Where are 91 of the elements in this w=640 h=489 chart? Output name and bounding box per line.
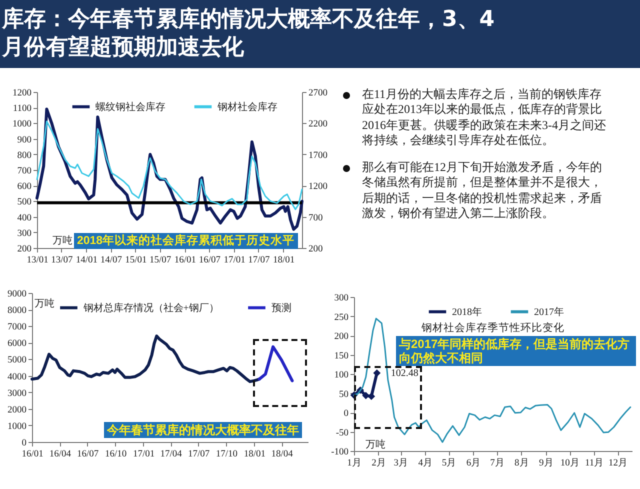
x-tick-label: 17/07 bbox=[188, 450, 210, 460]
x-tick-label: 16/10 bbox=[104, 450, 127, 460]
y-tick-label: 700 bbox=[17, 166, 32, 176]
text: 钢材社会库存季节性环比变化 bbox=[422, 323, 564, 335]
x-tick-label: 6月 bbox=[466, 458, 482, 468]
y-tick-label: 0 bbox=[22, 438, 27, 448]
x-tick-label: 11月 bbox=[585, 458, 604, 468]
annotation: 2018年以来的社会库存累积低于历史水平 bbox=[74, 233, 298, 249]
legend-label: 钢材社会库存 bbox=[216, 100, 278, 113]
x-tick-label: 16/07 bbox=[77, 450, 99, 460]
y2-tick-label: 2200 bbox=[308, 120, 328, 130]
y2-tick-label: 2700 bbox=[308, 88, 328, 98]
x-tick-label: 18/04 bbox=[271, 450, 294, 460]
y-tick-label: 100 bbox=[334, 370, 349, 380]
x-tick-label: 1月 bbox=[347, 458, 362, 468]
x-tick-label: 16/04 bbox=[49, 450, 72, 460]
line-series bbox=[30, 334, 261, 384]
legend-label: 2017年 bbox=[534, 306, 564, 318]
y2-tick-label: 1700 bbox=[308, 150, 328, 161]
annotation: 与2017年同样的低库存，但是当前的去化方向仍然大不相同 bbox=[396, 336, 636, 366]
y-tick-label: 9000 bbox=[8, 290, 27, 300]
text: 在11月份的大幅去库存之后，当前的钢铁库存应处在2013年以来的最低点，低库存的背景比2016年更甚。供暖季的政策在未来3-4月之间还将持续，会继续引导库存处在低位。 bbox=[362, 87, 606, 148]
legend-label: 钢材总库存情况（社会+钢厂） bbox=[82, 302, 219, 314]
x-tick-label: 8月 bbox=[514, 458, 530, 468]
text: 库存：今年春节累库的情况大概率不及往年，3、4月份有望超预期加速去化 bbox=[0, 6, 496, 62]
x-tick-label: 16/01 bbox=[22, 450, 44, 460]
y-tick-label: 6000 bbox=[8, 339, 27, 350]
x-tick-label: 17/01 bbox=[132, 450, 155, 460]
x-tick-label: 14/01 bbox=[76, 256, 98, 266]
x-tick-label: 14/07 bbox=[100, 256, 122, 266]
x-tick-label: 17/10 bbox=[216, 450, 238, 460]
annotation: 今年春节累库的情况大概率不及往年 bbox=[104, 422, 302, 438]
y-tick-label: 800 bbox=[17, 150, 32, 161]
x-tick-label: 10月 bbox=[560, 458, 580, 468]
x-tick-label: 17/04 bbox=[160, 450, 182, 460]
x-tick-label: 5月 bbox=[442, 458, 457, 468]
y-tick-label: 500 bbox=[17, 198, 32, 208]
x-tick-label: 13/07 bbox=[51, 256, 73, 266]
y-tick-label: 900 bbox=[17, 135, 32, 146]
legend-label: 螺纹钢社会库存 bbox=[96, 100, 166, 113]
y-tick-label: -100 bbox=[331, 448, 349, 458]
y-tick-label: 150 bbox=[334, 351, 349, 362]
y-tick-label: 3000 bbox=[8, 388, 27, 399]
y-tick-label: 50 bbox=[339, 390, 349, 400]
y-tick-label: 300 bbox=[17, 228, 32, 239]
y-tick-label: 600 bbox=[17, 182, 32, 192]
y-tick-label: 400 bbox=[17, 213, 32, 224]
y-tick-label: 1200 bbox=[12, 88, 32, 98]
y-tick-label: 7000 bbox=[8, 322, 27, 333]
y-tick-label: 0 bbox=[344, 409, 349, 419]
y-axis-title: 万吨 bbox=[34, 298, 54, 310]
y-tick-label: 300 bbox=[334, 294, 349, 304]
line-series bbox=[36, 120, 303, 210]
y-axis-title: 万吨 bbox=[52, 234, 72, 246]
x-tick-label: 4月 bbox=[418, 458, 433, 468]
line-series bbox=[258, 345, 294, 382]
x-tick-label: 16/07 bbox=[198, 256, 221, 266]
x-tick-label: 16/01 bbox=[174, 256, 196, 266]
legend-label: 预测 bbox=[271, 302, 292, 314]
point bbox=[373, 369, 381, 377]
point bbox=[368, 392, 376, 400]
y-tick-label: 4000 bbox=[8, 372, 27, 382]
y-tick-label: 1000 bbox=[8, 422, 27, 432]
x-tick-label: 12月 bbox=[608, 458, 628, 468]
y-tick-label: 200 bbox=[17, 244, 32, 254]
y-tick-label: 1100 bbox=[12, 104, 32, 114]
y-tick-label: 2000 bbox=[8, 405, 27, 416]
y-axis-title: 万吨 bbox=[366, 438, 386, 450]
x-tick-label: 18/01 bbox=[272, 256, 295, 266]
y2-tick-label: 1200 bbox=[308, 182, 328, 192]
y2-tick-label: 200 bbox=[308, 244, 323, 254]
y-tick-label: -50 bbox=[336, 428, 349, 438]
x-tick-label: 15/01 bbox=[125, 256, 148, 266]
y-tick-label: 200 bbox=[334, 332, 349, 342]
data-label: 102.48 bbox=[390, 368, 418, 380]
y-tick-label: 5000 bbox=[8, 356, 27, 366]
x-tick-label: 13/01 bbox=[26, 256, 49, 266]
y-tick-label: 8000 bbox=[8, 306, 27, 316]
text: 那么有可能在12月下旬开始激发矛盾，今年的冬储虽然有所提前，但是整体量并不是很大，后期的话，一旦冬储的投机性需求起来，矛盾激发，钢价有望进入第二上涨阶段。 bbox=[362, 160, 603, 222]
x-tick-label: 18/01 bbox=[244, 450, 266, 460]
x-tick-label: 3月 bbox=[394, 458, 408, 468]
legend-label: 2018年 bbox=[452, 306, 482, 318]
x-tick-label: 2月 bbox=[372, 458, 386, 468]
x-tick-label: 17/01 bbox=[224, 256, 246, 266]
y-tick-label: 250 bbox=[334, 312, 349, 323]
x-tick-label: 7月 bbox=[490, 458, 505, 468]
x-tick-label: 17/07 bbox=[248, 256, 270, 266]
y2-tick-label: 700 bbox=[308, 213, 323, 224]
x-tick-label: 15/07 bbox=[150, 256, 172, 266]
y-tick-label: 1000 bbox=[12, 120, 32, 130]
x-tick-label: 9月 bbox=[539, 458, 554, 468]
